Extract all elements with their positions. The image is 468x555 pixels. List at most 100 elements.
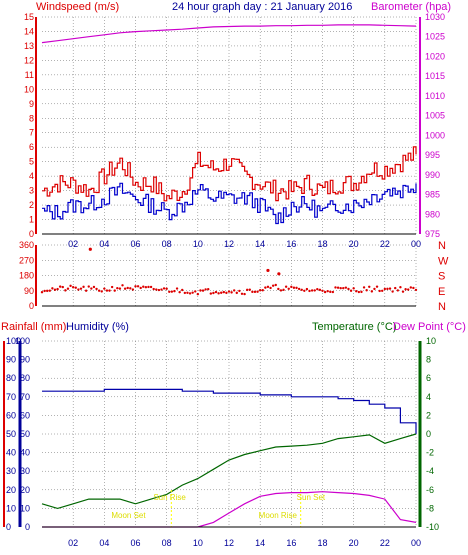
hour-tick-label: 10 [193,538,203,548]
direction-point [116,286,119,290]
rain-tick-label: 10 [6,503,16,513]
temperature-tick-label: 10 [426,336,436,346]
hour-tick-label: 18 [317,538,327,548]
direction-point [212,291,215,295]
direction-point [79,287,83,290]
direction-point [310,289,314,292]
direction-point [51,287,54,290]
wind-tick-label: 10 [24,84,34,94]
compass-label: E [438,286,445,298]
direction-point [227,290,231,293]
direction-point [381,289,384,293]
temperature-tick-label: -6 [426,485,434,495]
direction-point [235,291,238,295]
bottom-headers: Rainfall (mm) Humidity (%) Temperature (… [1,321,466,333]
direction-point [292,286,296,289]
direction-point [321,289,324,292]
chart-title: 24 hour graph day : 21 January 2016 [172,1,352,13]
direction-point [225,291,228,295]
direction-point [131,288,135,291]
direction-tick-label: 360 [19,240,34,250]
humidity-line [42,388,417,434]
direction-point [412,286,415,290]
direction-point [378,289,381,293]
compass-label: N [438,240,446,252]
rain-tick-label: 40 [6,448,16,458]
hour-tick-label: 22 [380,239,390,249]
direction-point [409,286,413,289]
direction-point [45,289,49,293]
direction-point [391,290,394,293]
direction-point [336,286,340,289]
direction-point [368,285,371,288]
direction-point [388,287,392,290]
direction-point [108,289,111,292]
baro-tick-label: 1000 [425,130,445,140]
temperature-tick-label: -4 [426,466,434,476]
direction-point [100,290,103,293]
direction-point [258,289,262,292]
temperature-tick-label: 0 [426,429,431,439]
compass-label: N [438,301,446,313]
direction-point [240,292,244,295]
direction-point [121,284,124,287]
direction-point [318,288,322,292]
hour-tick-label: 00 [411,239,421,249]
wind-tick-label: 8 [29,113,34,123]
direction-tick-label: 90 [24,286,34,296]
direction-point [134,285,137,288]
direction-point [261,289,264,292]
barometer-line [41,24,417,44]
direction-point [396,289,400,292]
direction-point [183,291,187,295]
direction-point [266,268,270,273]
direction-point [204,288,207,291]
direction-point [360,290,363,294]
direction-point [339,286,342,290]
hour-tick-label: 16 [286,538,296,548]
baro-tick-label: 1005 [425,111,445,121]
rainfall-axis-title: Rainfall (mm) [1,321,66,333]
hour-tick-label: 10 [193,239,203,249]
hour-tick-label: 06 [130,538,140,548]
hour-tick-label: 00 [411,538,421,548]
direction-point [82,285,85,289]
direction-point [256,290,259,293]
direction-point [188,292,192,295]
direction-point [271,284,275,287]
direction-point [297,287,301,291]
direction-point [287,287,290,290]
temperature-axis-title: Temperature (°C) [312,321,396,333]
baro-tick-label: 990 [425,170,440,180]
direction-point [77,288,80,291]
direction-point [53,288,57,291]
windspeed-line [42,146,417,202]
direction-point [264,286,267,289]
direction-point [126,286,129,290]
wind-tick-label: 0 [29,229,34,239]
sun-set-annotation: Sun Set [297,493,326,502]
hour-tick-label: 12 [224,239,234,249]
direction-point [303,289,306,292]
direction-point [352,287,355,290]
direction-point [170,290,174,293]
direction-point [347,287,350,291]
direction-point [362,286,366,289]
temperature-tick-label: -2 [426,448,434,458]
direction-point [383,287,387,291]
direction-point [152,287,155,291]
hour-tick-label: 14 [255,538,265,548]
rain-tick-label: 30 [6,466,16,476]
direction-point [113,289,116,292]
hour-tick-label: 08 [162,239,172,249]
hour-tick-label: 22 [380,538,390,548]
direction-point [245,288,249,292]
direction-point [401,290,405,293]
baro-tick-label: 1020 [425,51,445,61]
direction-point [92,285,96,289]
humidity-tick-label: 90 [20,355,30,365]
temperature-line [41,433,417,510]
baro-tick-label: 985 [425,190,440,200]
direction-point [186,291,189,294]
direction-point [147,285,150,289]
